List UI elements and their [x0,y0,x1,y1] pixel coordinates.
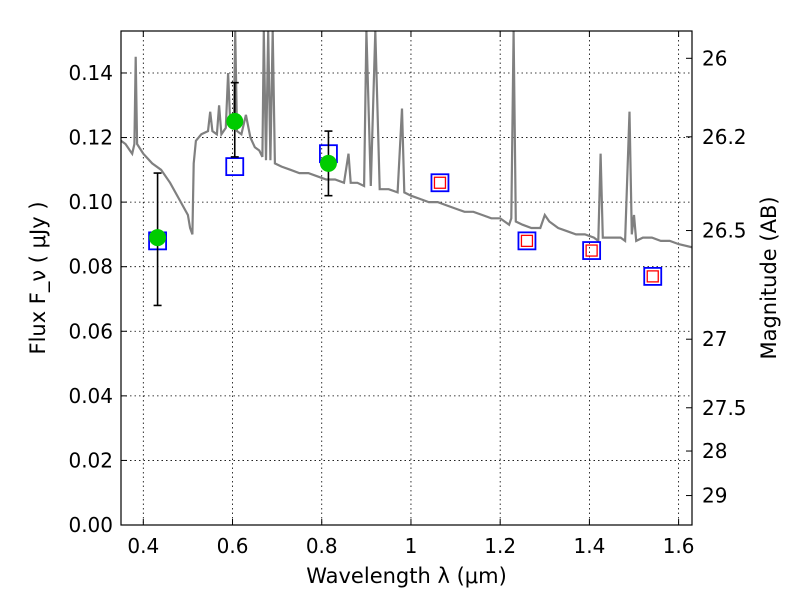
y-tick-label: 0.12 [68,126,113,150]
right-tick-label: 26.5 [702,219,747,243]
x-tick-label: 1.6 [663,534,695,558]
right-tick-label: 29 [702,484,727,508]
y-tick-label: 0.10 [68,190,113,214]
spectrum-line [121,31,692,249]
ticks: 0.4 0.6 0.8 1 1.2 1.4 1.6 0.00 0.02 0.04 0.06 0.08 0… [68,31,747,558]
blue-square-marker [582,241,602,260]
y-tick-label: 0.06 [68,319,113,343]
right-tick-label: 27.5 [702,396,747,420]
blue-square-marker [643,266,663,286]
markers [148,81,663,307]
red-square-marker [585,244,598,257]
blue-square-marker [225,157,245,177]
blue-square-marker [517,231,537,251]
y-tick-label: 0.02 [68,448,113,472]
grid [121,31,692,525]
x-tick-label: 1.4 [573,534,605,558]
x-tick-label: 0.6 [217,534,249,558]
blue-square-marker [430,173,450,193]
right-tick-label: 28 [702,439,727,463]
y-tick-label: 0.08 [68,255,113,279]
y-tick-label: 0.04 [68,384,113,408]
x-axis-title: Wavelength λ (μm) [306,564,507,588]
x-tick-label: 1.2 [484,534,516,558]
plot-frame [120,30,693,526]
red-square-marker [433,176,447,189]
right-tick-label: 27 [702,327,727,351]
green-circle-marker [226,112,244,130]
x-tick-label: 1 [405,534,418,558]
x-tick-label: 0.4 [127,534,159,558]
x-tick-label: 0.8 [306,534,338,558]
red-square-marker [646,270,659,283]
right-tick-label: 26 [702,46,727,70]
y-axis-title-right: Magnitude (AB) [757,196,781,359]
spectrum [121,31,692,249]
y-tick-label: 0.14 [68,61,113,85]
y-axis-title-left: Flux F_ν ( μJy ) [26,201,51,354]
right-tick-label: 26.2 [702,125,747,149]
green-circle-marker [319,154,337,172]
y-tick-label: 0.00 [68,513,113,537]
red-square-marker [520,234,534,248]
green-circle-marker [149,229,167,247]
